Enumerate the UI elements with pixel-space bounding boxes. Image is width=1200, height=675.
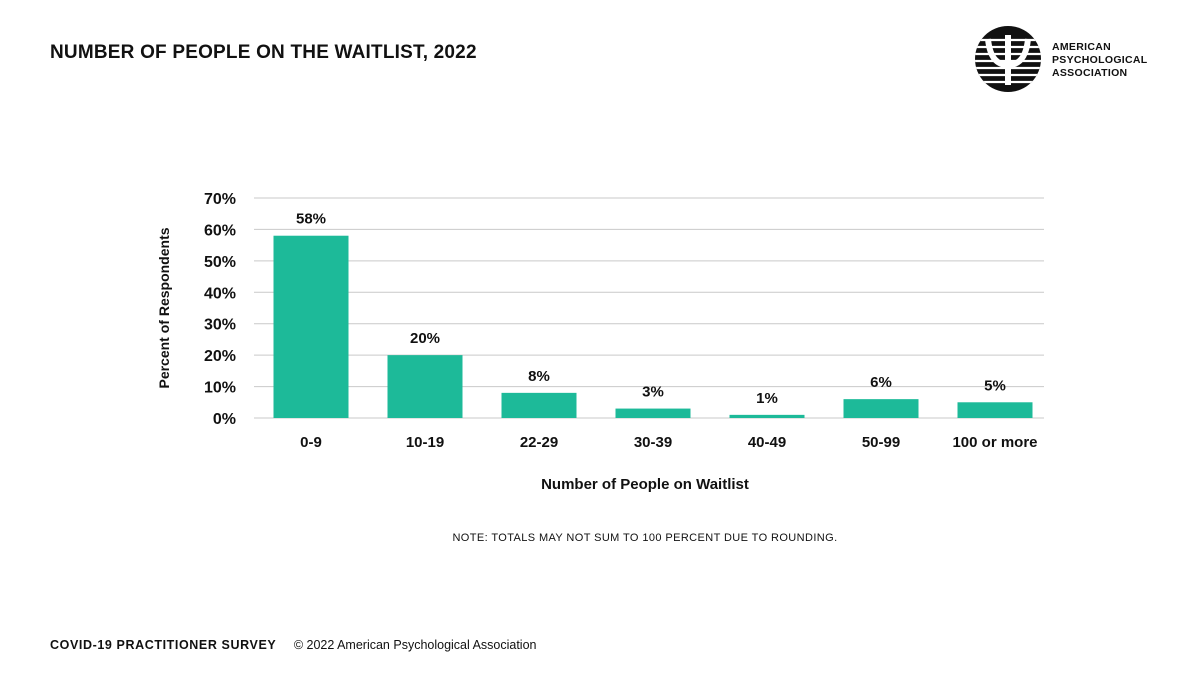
y-tick-label: 40% <box>204 285 236 302</box>
y-tick-label: 60% <box>204 222 236 239</box>
footer: COVID-19 PRACTITIONER SURVEY © 2022 Amer… <box>50 638 537 652</box>
x-tick-label: 10-19 <box>406 434 444 451</box>
y-tick-label: 30% <box>204 317 236 334</box>
bar <box>387 355 463 418</box>
x-tick-label: 0-9 <box>300 434 322 451</box>
rounding-note: NOTE: TOTALS MAY NOT SUM TO 100 PERCENT … <box>452 532 838 544</box>
data-label: 3% <box>642 384 664 401</box>
logo-line-3: ASSOCIATION <box>1052 67 1128 79</box>
logo-wordmark: AMERICAN PSYCHOLOGICAL ASSOCIATION <box>1052 41 1148 80</box>
bar <box>273 235 349 418</box>
y-tick-label: 50% <box>204 254 236 271</box>
y-axis-title: Percent of Respondents <box>156 227 172 388</box>
y-tick-label: 20% <box>204 348 236 365</box>
data-label: 5% <box>984 377 1006 394</box>
bar <box>501 392 577 418</box>
x-tick-label: 30-39 <box>634 434 672 451</box>
x-axis-title: Number of People on Waitlist <box>541 476 749 493</box>
x-tick-label: 50-99 <box>862 434 900 451</box>
bar <box>615 408 691 418</box>
y-tick-label: 0% <box>213 411 236 428</box>
apa-logo: AMERICAN PSYCHOLOGICAL ASSOCIATION <box>974 25 1174 95</box>
bar <box>729 414 805 418</box>
data-label: 58% <box>296 211 326 228</box>
x-tick-label: 100 or more <box>952 434 1037 451</box>
logo-line-1: AMERICAN <box>1052 41 1111 53</box>
data-label: 8% <box>528 368 550 385</box>
x-tick-label: 40-49 <box>748 434 786 451</box>
psi-logo-icon <box>975 26 1041 92</box>
chart-title: NUMBER OF PEOPLE ON THE WAITLIST, 2022 <box>50 42 477 63</box>
x-tick-label: 22-29 <box>520 434 558 451</box>
y-tick-label: 10% <box>204 380 236 397</box>
footer-copyright: © 2022 American Psychological Associatio… <box>293 638 537 652</box>
data-label: 6% <box>870 374 892 391</box>
logo-line-2: PSYCHOLOGICAL <box>1052 54 1148 66</box>
bar <box>843 399 919 418</box>
bar <box>957 402 1033 418</box>
data-label: 20% <box>410 330 440 347</box>
footer-survey: COVID-19 PRACTITIONER SURVEY <box>50 638 277 652</box>
y-tick-label: 70% <box>204 191 236 208</box>
data-label: 1% <box>756 390 778 407</box>
